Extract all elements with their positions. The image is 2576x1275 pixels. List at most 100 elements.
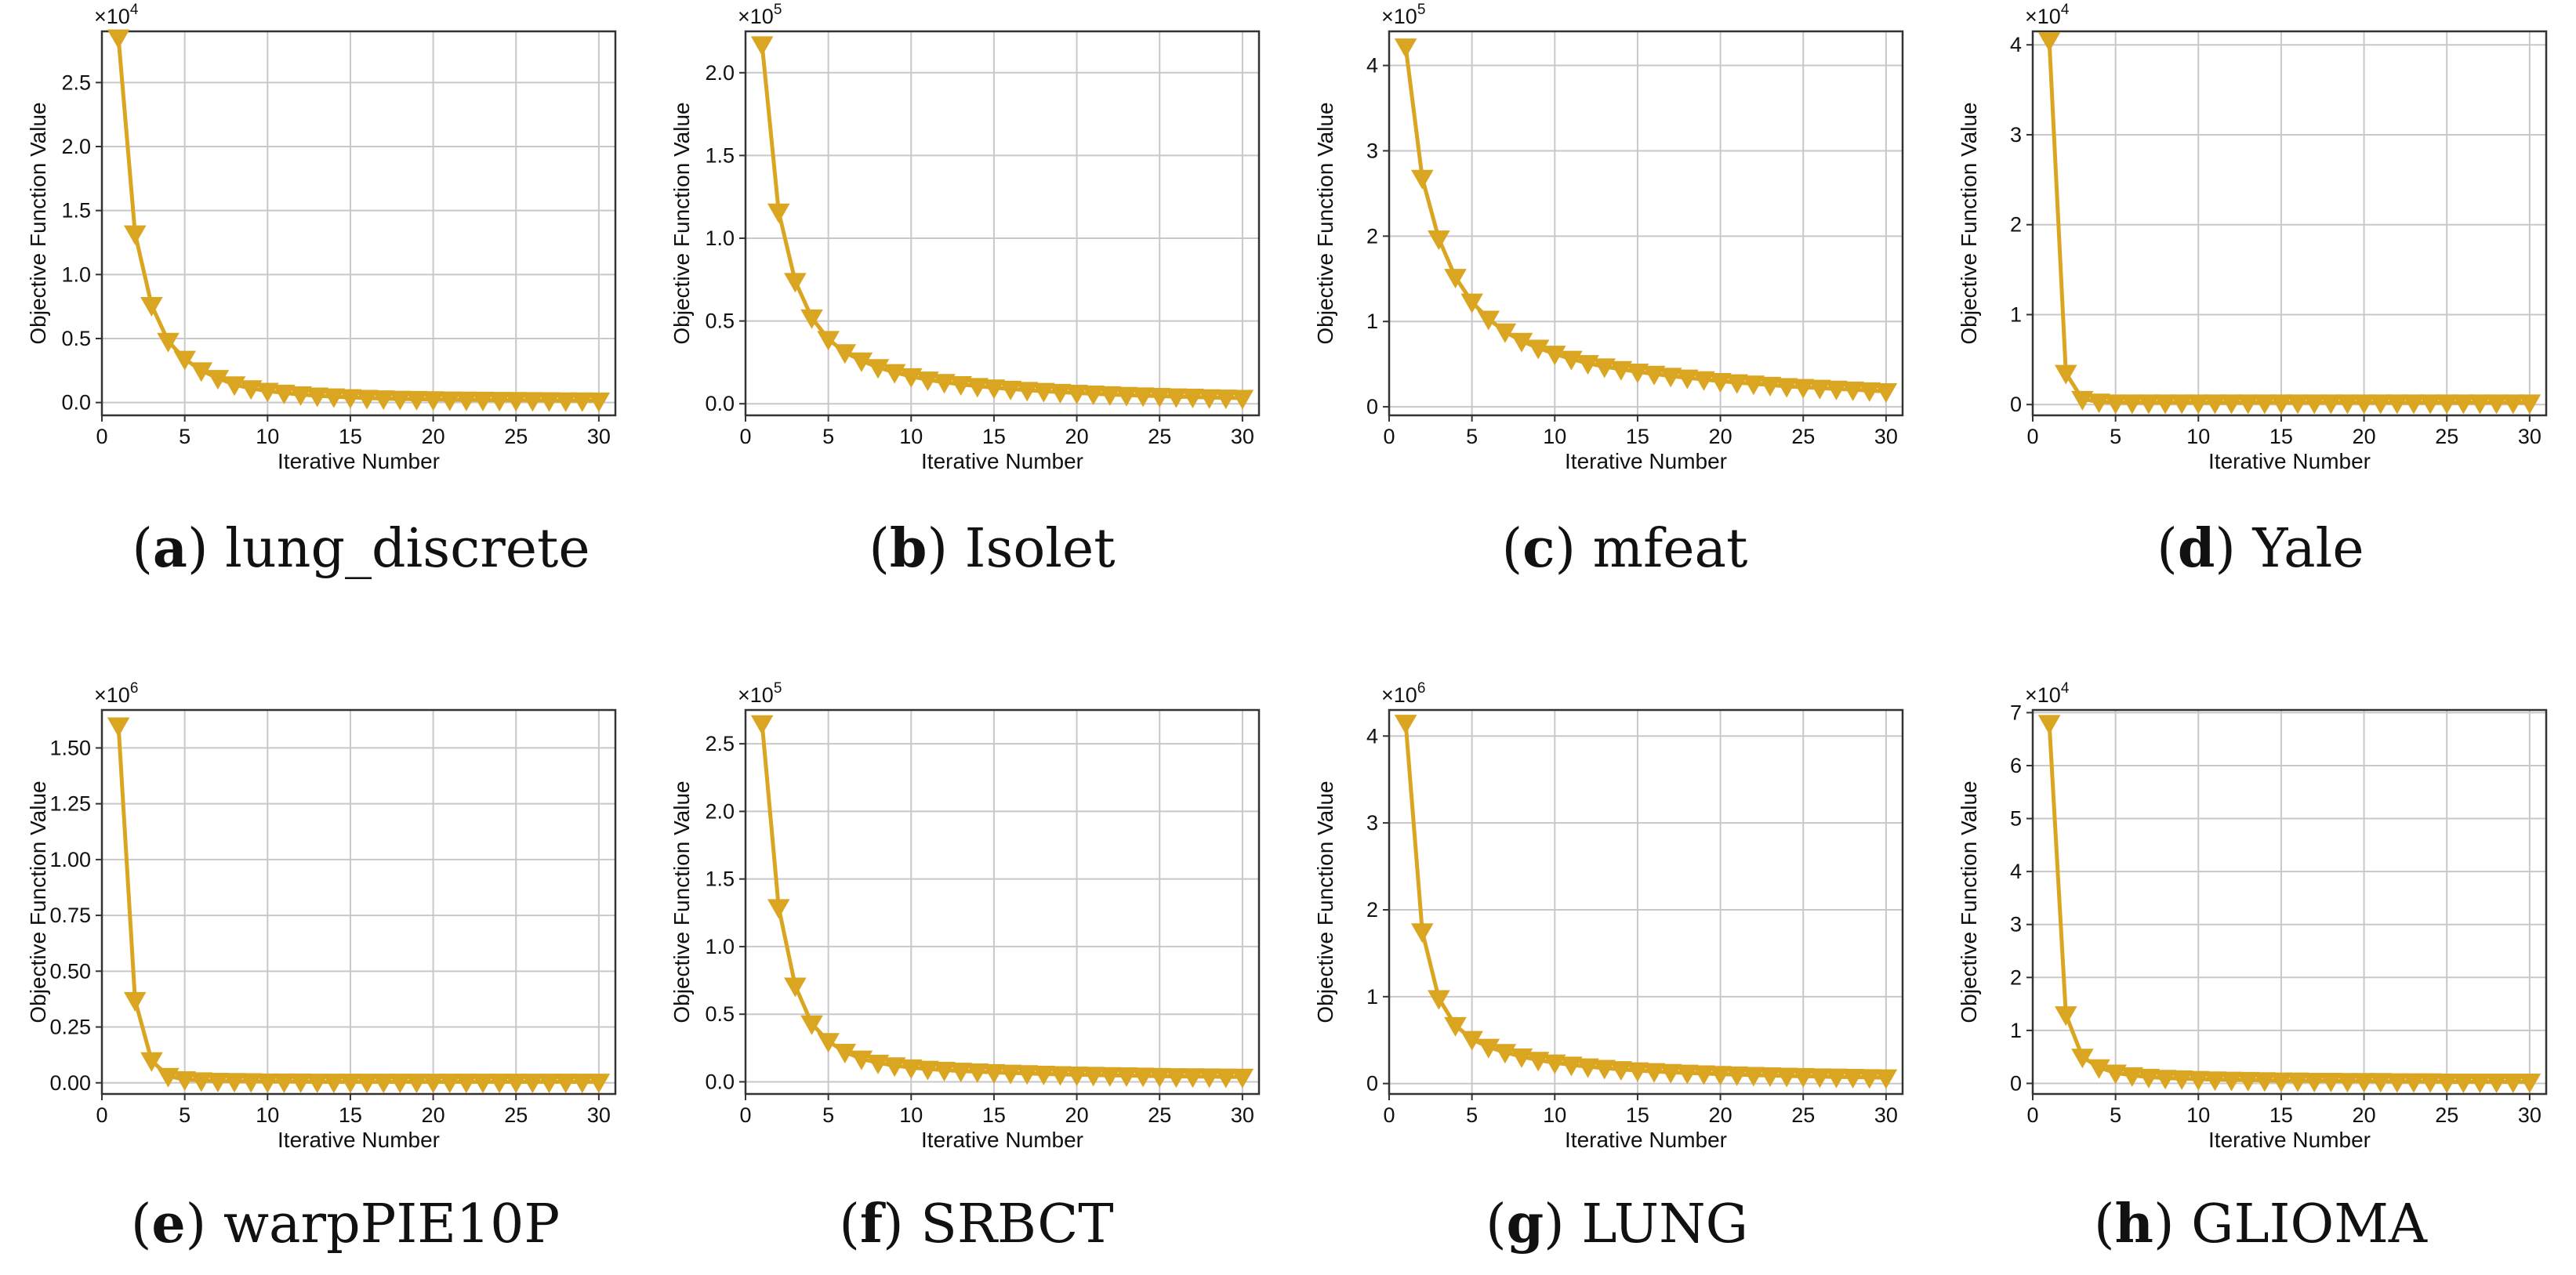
x-tick-label: 5 xyxy=(2110,1103,2121,1127)
data-point xyxy=(471,1074,495,1094)
data-point xyxy=(1825,380,1848,400)
panel-h: 0 5 10 15 20 25 30 0 1 2 3 4 5 6 7 ×104 Iterative Number… xyxy=(1931,679,2574,1180)
data-point xyxy=(2170,394,2193,415)
x-axis-label: Iterative Number xyxy=(278,449,440,473)
x-tick-label: 30 xyxy=(1231,1103,1254,1127)
data-point xyxy=(1874,383,1898,404)
caption-text: mfeat xyxy=(1592,518,1748,580)
x-tick-label: 30 xyxy=(2518,1103,2542,1127)
data-point xyxy=(1098,386,1122,406)
grid xyxy=(2032,710,2546,1094)
caption-f: (f) SRBCT xyxy=(839,1193,1114,1255)
scale-exponent: 4 xyxy=(2061,2,2070,18)
data-point xyxy=(949,1063,972,1083)
caption-letter: e xyxy=(151,1193,186,1255)
data-point xyxy=(1493,1044,1517,1064)
data-point xyxy=(2088,393,2110,414)
data-point xyxy=(1543,346,1566,366)
caption-a: (a) lung_discrete xyxy=(132,517,590,580)
data-point xyxy=(2269,394,2293,415)
data-point xyxy=(866,359,890,379)
plot-frame xyxy=(744,30,1261,417)
data-point xyxy=(2153,1070,2177,1090)
data-point xyxy=(1410,923,1434,944)
x-tick-label: 10 xyxy=(899,425,923,448)
caption-letter: d xyxy=(2177,517,2215,580)
data-point xyxy=(1659,1063,1682,1084)
x-tick-label: 0 xyxy=(96,1103,107,1127)
data-point xyxy=(899,1059,923,1079)
data-point xyxy=(833,344,857,364)
data-point xyxy=(866,1054,890,1074)
caption-text: LUNG xyxy=(1581,1194,1748,1255)
scale-exponent: 6 xyxy=(1417,680,1426,697)
data-point xyxy=(1165,1068,1188,1088)
data-point xyxy=(2269,1072,2293,1092)
data-point xyxy=(1841,381,1864,401)
data-point xyxy=(2286,1072,2309,1092)
panel-f: 0 5 10 15 20 25 30 0.0 0.5 1.0 1.5 2.0 2.5 ×105 Iterat… xyxy=(644,679,1287,1180)
grid xyxy=(2032,31,2546,415)
data-point xyxy=(405,1074,428,1094)
y-tick-label: 3 xyxy=(1366,811,1378,835)
x-tick-label: 5 xyxy=(179,1103,190,1127)
data-point xyxy=(571,392,594,412)
data-point xyxy=(1526,1052,1550,1072)
plot-frame xyxy=(1388,708,1904,1096)
data-point xyxy=(2353,394,2375,415)
data-point xyxy=(587,392,611,412)
data-point xyxy=(1181,1068,1204,1088)
data-point xyxy=(1791,1067,1815,1088)
data-point xyxy=(2054,1006,2077,1027)
data-point xyxy=(1032,1065,1055,1085)
y-tick-label: 3 xyxy=(2010,913,2022,936)
scale-exponent: 5 xyxy=(1417,2,1426,18)
data-point xyxy=(190,362,213,382)
y-tick-label: 1.5 xyxy=(705,143,735,167)
y-tick-label: 0 xyxy=(1366,1072,1378,1096)
data-point xyxy=(2320,1072,2342,1092)
plot-frame xyxy=(100,708,617,1096)
plot-frame xyxy=(1388,30,1904,417)
data-point xyxy=(140,1052,163,1072)
data-point xyxy=(339,389,362,409)
x-tick-label: 20 xyxy=(2353,1103,2376,1127)
data-point xyxy=(1231,1068,1254,1088)
x-tick-label: 25 xyxy=(504,425,528,448)
caption-d: (d) Yale xyxy=(2157,517,2364,580)
x-tick-label: 0 xyxy=(739,1103,751,1127)
data-point xyxy=(239,1073,263,1093)
data-point xyxy=(2237,394,2259,415)
chart-e: 0 5 10 15 20 25 30 0.00 0.25 0.50 0.75 1.00 1.25 1.50… xyxy=(26,680,617,1152)
plot-frame xyxy=(2031,30,2548,417)
data-point xyxy=(2485,1073,2508,1093)
y-tick-label: 2 xyxy=(1366,224,1378,248)
x-tick-label: 10 xyxy=(899,1103,923,1127)
data-point xyxy=(206,370,230,390)
data-point xyxy=(1742,375,1765,396)
data-point xyxy=(1858,382,1881,402)
data-point xyxy=(2186,394,2210,415)
data-point xyxy=(2121,394,2144,415)
scale-exponent: 4 xyxy=(130,2,139,18)
plot-frame xyxy=(2031,708,2548,1096)
data-point xyxy=(405,390,428,411)
scale-factor: ×104 xyxy=(2025,680,2070,707)
data-point xyxy=(750,36,774,56)
data-point xyxy=(850,352,873,372)
chart-g: 0 5 10 15 20 25 30 0 1 2 3 4×106 Iterative Number Obj… xyxy=(1313,680,1904,1152)
data-point xyxy=(1231,389,1254,410)
x-tick-label: 30 xyxy=(587,425,611,448)
panel-a: 0 5 10 15 20 25 30 0.0 0.5 1.0 1.5 2.0 2.5 ×104 Iterat… xyxy=(0,0,644,502)
x-axis-label: Iterative Number xyxy=(2208,1128,2371,1152)
data-point xyxy=(173,350,196,371)
data-point xyxy=(2204,1071,2226,1092)
data-point xyxy=(966,1063,989,1084)
data-point xyxy=(850,1050,873,1070)
x-tick-label: 5 xyxy=(1466,1103,1478,1127)
y-tick-label: 5 xyxy=(2010,807,2022,831)
y-axis-label: Objective Function Value xyxy=(1957,781,1981,1023)
data-point xyxy=(1560,1056,1583,1077)
data-point xyxy=(1394,715,1417,735)
y-axis-label: Objective Function Value xyxy=(1313,102,1337,344)
